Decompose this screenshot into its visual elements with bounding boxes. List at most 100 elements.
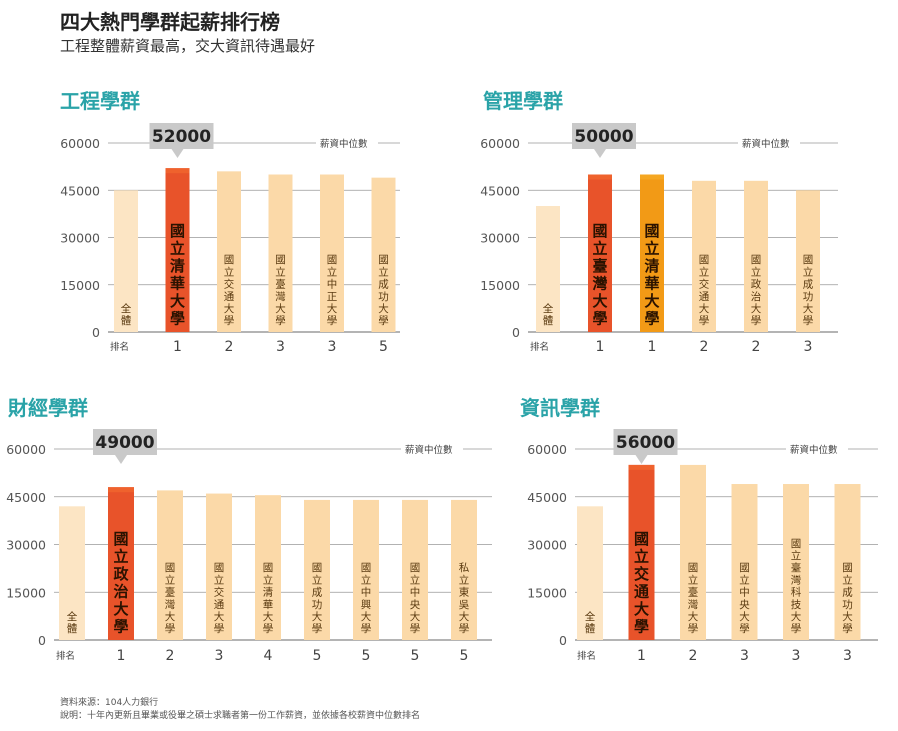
- rank-label: 1: [117, 648, 126, 664]
- rank-label: 2: [225, 339, 234, 355]
- y-tick-label: 15000: [6, 585, 46, 600]
- bar: [320, 174, 344, 332]
- bar-category-label: 國立臺灣大學: [275, 254, 286, 327]
- y-tick-label: 30000: [60, 231, 100, 246]
- bar-category-label: 國立交通大學: [224, 254, 235, 327]
- rank-label: 3: [804, 339, 813, 355]
- rank-label: 3: [843, 648, 852, 664]
- bar: [744, 180, 768, 332]
- bar-category-label: 全體: [121, 302, 132, 327]
- bar-category-label: 國立成功大學: [312, 562, 323, 635]
- rank-label: 2: [752, 339, 761, 355]
- bar: [255, 495, 281, 640]
- y-tick-label: 60000: [527, 442, 567, 457]
- bar: [796, 190, 820, 332]
- rank-label: 3: [328, 339, 337, 355]
- callout-value: 50000: [574, 127, 633, 147]
- bar: [628, 464, 655, 640]
- rank-label: 1: [173, 339, 182, 355]
- chart-panel-engineering: 工程學群 0 15000 30000 45000 60000 薪資中位數全體 國立清華大學 1…: [0, 85, 450, 365]
- rank-axis-label: 排名: [110, 341, 129, 353]
- bar: [268, 174, 293, 332]
- rank-label: 4: [264, 648, 273, 664]
- bar-cap: [640, 174, 664, 180]
- bar: [157, 490, 183, 640]
- source-note: 資料來源：104人力銀行: [60, 698, 159, 708]
- legend-label: 薪資中位數: [320, 138, 368, 150]
- y-tick-label: 15000: [60, 278, 100, 293]
- y-tick-label: 0: [38, 633, 46, 648]
- bar: [402, 499, 428, 640]
- bar: [577, 506, 603, 640]
- bar-category-label: 國立中央大學: [739, 562, 750, 635]
- bar-category-label: 國立交通大學: [214, 562, 225, 635]
- bar: [108, 487, 134, 640]
- footer: 資料來源：104人力銀行 說明：十年內更新且畢業或役畢之碩士求職者第一份工作薪資…: [60, 697, 420, 723]
- chart-title: 工程學群: [60, 89, 140, 113]
- y-tick-label: 45000: [527, 490, 567, 505]
- rank-label: 3: [792, 648, 801, 664]
- bar: [114, 190, 138, 332]
- page-title: 四大熱門學群起薪排行榜: [60, 10, 280, 34]
- bar: [371, 177, 396, 332]
- bar-category-label: 國立清華大學: [170, 222, 185, 328]
- bar: [692, 180, 716, 332]
- bar: [59, 506, 85, 640]
- callout-value: 49000: [95, 433, 154, 453]
- legend-bg: [738, 136, 800, 150]
- bar-category-label: 國立臺灣大學: [165, 562, 176, 635]
- rank-axis-label: 排名: [577, 650, 596, 662]
- rank-label: 1: [637, 648, 646, 664]
- y-tick-label: 45000: [6, 490, 46, 505]
- bar: [731, 484, 758, 640]
- y-tick-label: 30000: [6, 538, 46, 553]
- legend-label: 薪資中位數: [405, 444, 453, 456]
- y-tick-label: 0: [559, 633, 567, 648]
- bar-category-label: 私立東吳大學: [459, 562, 470, 635]
- rank-label: 5: [362, 648, 371, 664]
- bar-category-label: 國立交通大學: [634, 530, 649, 636]
- rank-label: 2: [689, 648, 698, 664]
- rank-axis-label: 排名: [56, 650, 75, 662]
- chart-panel-management: 管理學群 0 15000 30000 45000 60000 薪資中位數 全體 國立臺灣大學 1…: [425, 85, 895, 365]
- bar-category-label: 國立清華大學: [644, 222, 659, 328]
- bar: [206, 493, 232, 640]
- rank-label: 1: [596, 339, 605, 355]
- legend-bg: [316, 136, 378, 150]
- bar: [451, 499, 477, 640]
- chart-panel-finance: 財經學群 0 15000 30000 45000 60000 薪資中位數 全體 國立政治大學 1…: [0, 392, 500, 677]
- method-note: 說明：十年內更新且畢業或役畢之碩士求職者第一份工作薪資，並依據各校薪資中位數排名: [60, 711, 421, 721]
- bar-category-label: 國立交通大學: [699, 254, 710, 327]
- legend-bg: [401, 442, 463, 456]
- chart-title: 管理學群: [483, 89, 563, 113]
- chart-title: 資訊學群: [520, 396, 600, 420]
- callout-bubble: [572, 123, 636, 158]
- chart-title: 財經學群: [8, 396, 88, 420]
- y-tick-label: 0: [92, 325, 100, 340]
- bar: [353, 499, 379, 640]
- bar: [536, 206, 560, 332]
- y-tick-label: 45000: [60, 183, 100, 198]
- callout-bubble: [149, 123, 214, 158]
- y-tick-label: 60000: [480, 136, 520, 151]
- chart-panel-it: 資訊學群 0 15000 30000 45000 60000 薪資中位數 全體 國立交通大學 1…: [465, 392, 898, 677]
- bar: [588, 174, 612, 332]
- bar: [165, 168, 190, 332]
- rank-label: 2: [166, 648, 175, 664]
- bar: [640, 174, 664, 332]
- y-tick-label: 0: [512, 325, 520, 340]
- y-tick-label: 60000: [6, 442, 46, 457]
- y-tick-label: 15000: [480, 278, 520, 293]
- rank-label: 5: [379, 339, 388, 355]
- y-tick-label: 60000: [60, 136, 100, 151]
- bar-category-label: 國立中正大學: [327, 254, 338, 327]
- bar-category-label: 國立成功大學: [378, 254, 389, 327]
- callout-value: 52000: [152, 127, 211, 147]
- legend-bg: [786, 442, 848, 456]
- bar: [217, 171, 241, 332]
- bar-category-label: 國立清華大學: [263, 562, 274, 635]
